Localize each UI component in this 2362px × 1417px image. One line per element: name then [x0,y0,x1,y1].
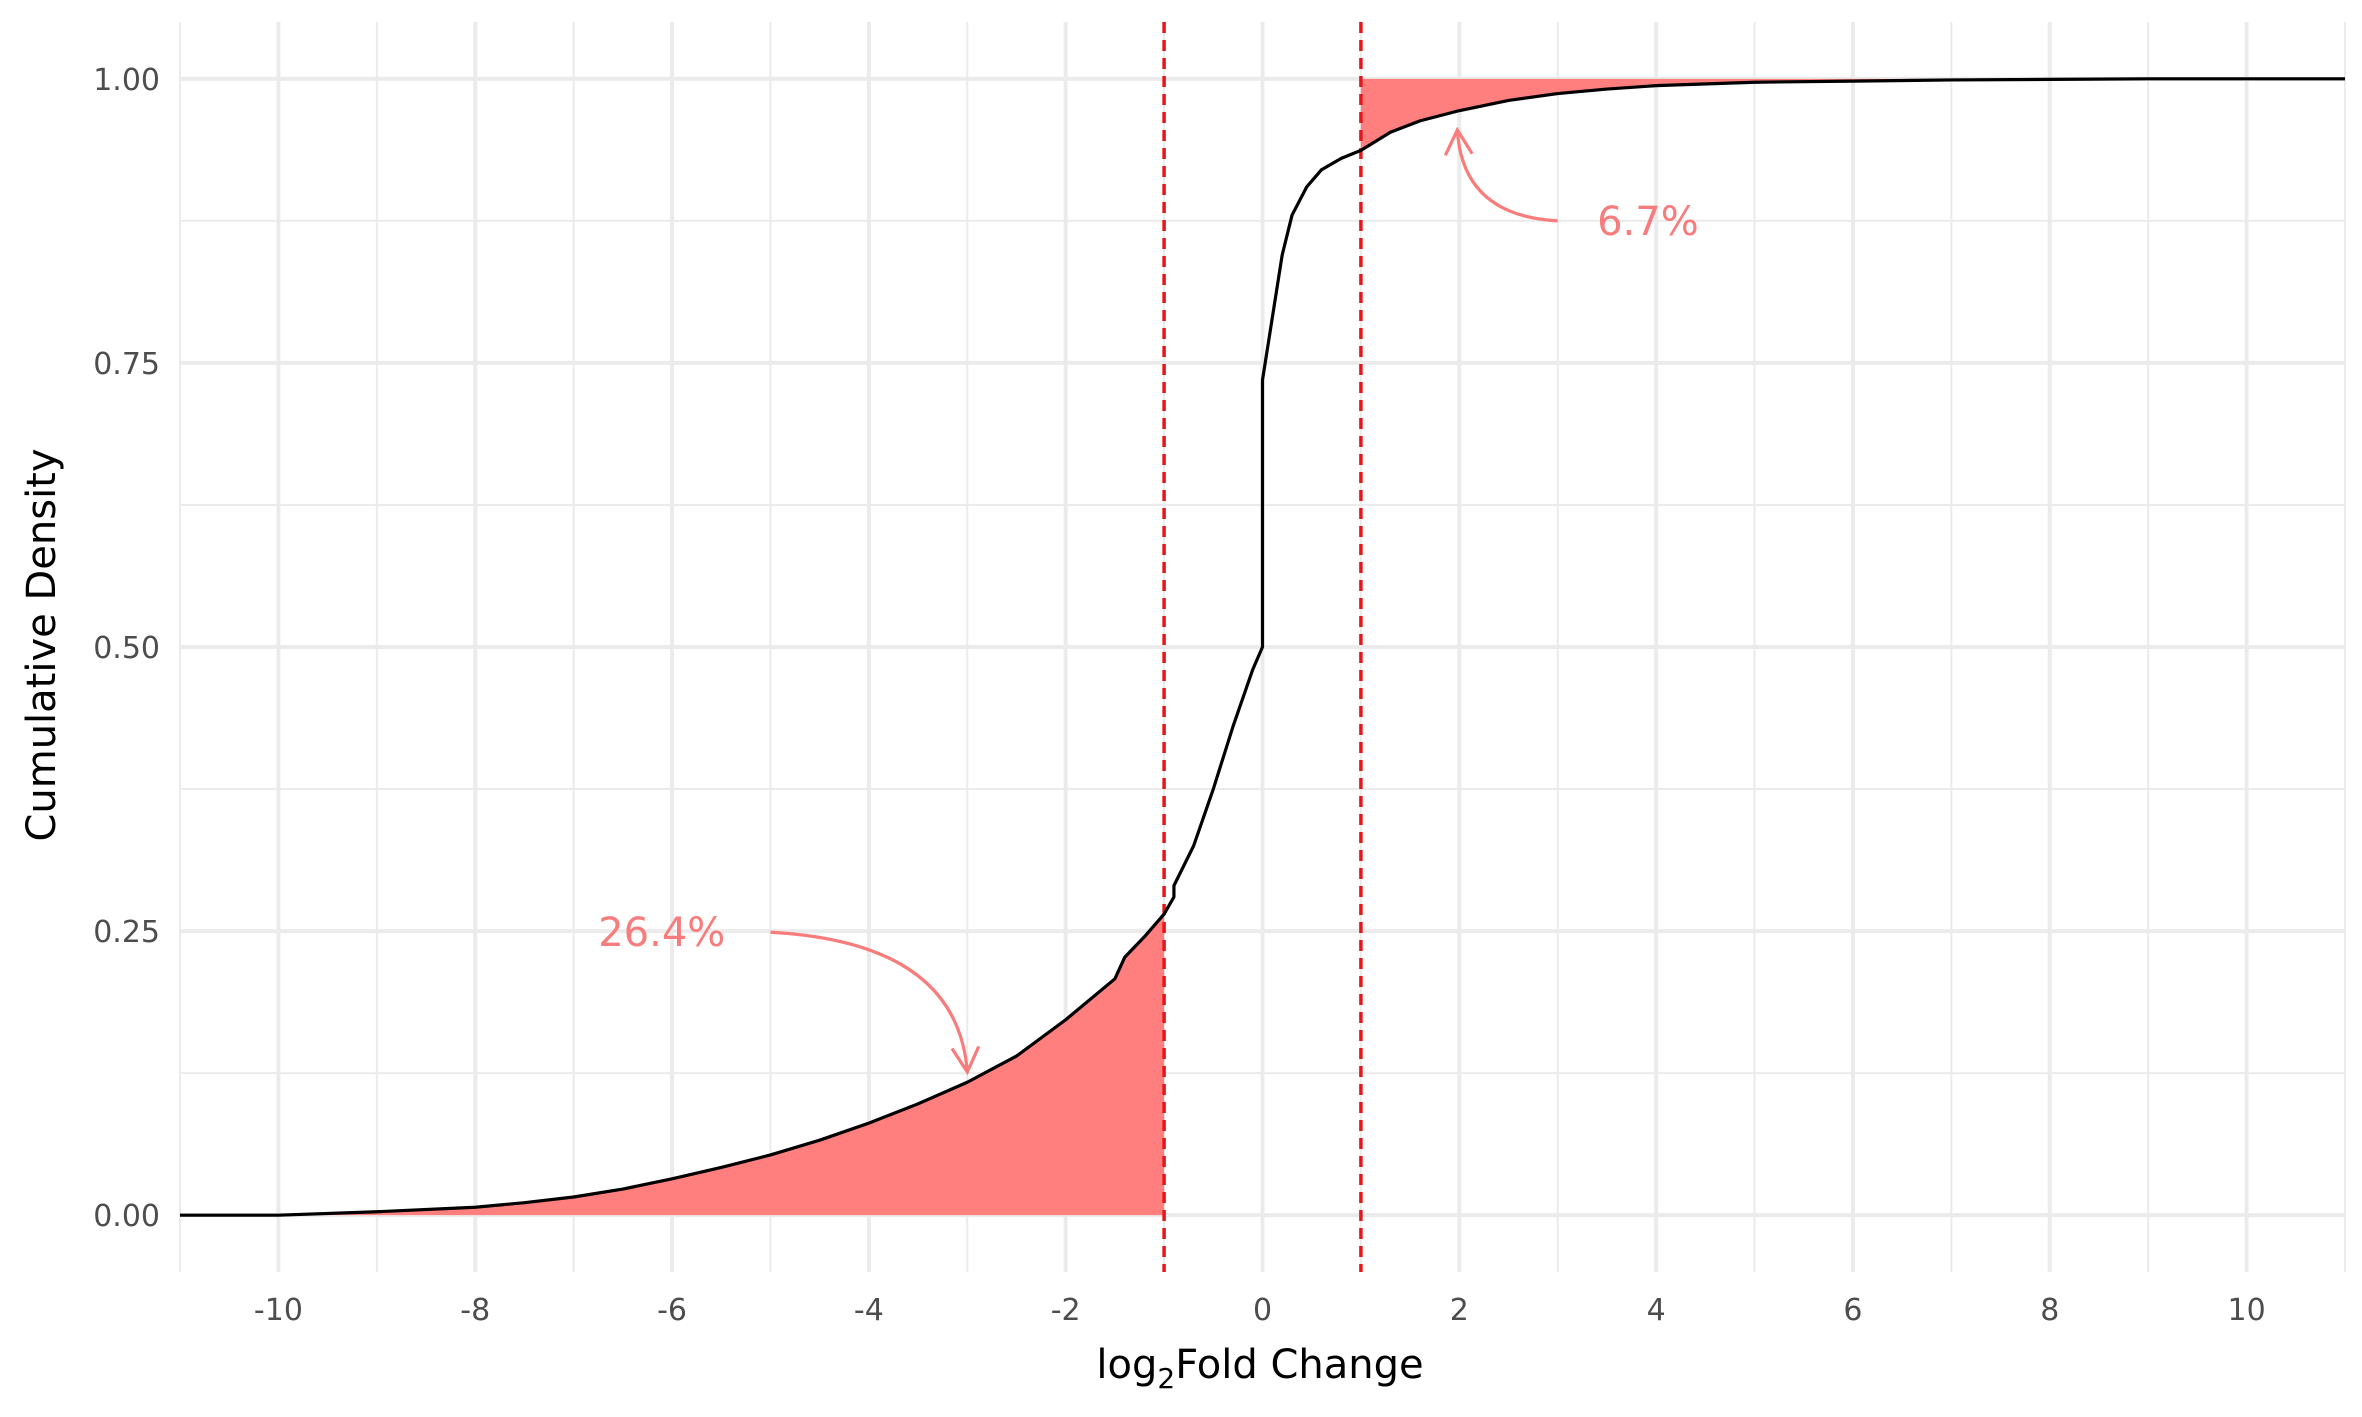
annotation-arrow [1455,129,1558,223]
x-tick-label: -8 [460,1293,490,1328]
upper-tail-fill [1360,78,2345,151]
y-axis-title: Cumulative Density [19,448,65,841]
annotation-arrowhead [1443,126,1474,156]
y-tick-label: 0.25 [93,915,160,950]
x-tick-label: 0 [1253,1293,1272,1328]
x-tick-label: 4 [1647,1293,1666,1328]
x-tick-label: 8 [2040,1293,2059,1328]
y-tick-label: 0.00 [93,1199,160,1234]
x-axis-title-subscript: 2 [1157,1362,1175,1395]
threshold-lines [1162,22,1363,1272]
annotation-label: 26.4% [598,910,725,956]
x-axis-title: log2Fold Change [1096,1342,1423,1395]
x-axis-tick-labels: -10 -8 -6 -4 -2 0 2 4 6 8 10 [254,1293,2266,1328]
annotation-arrowhead [950,1045,981,1076]
x-tick-label: -10 [254,1293,303,1328]
lower-tail-fill [180,914,1165,1216]
y-axis-tick-labels: 0.00 0.25 0.50 0.75 1.00 [93,63,160,1234]
x-axis-title-main: log [1096,1342,1157,1388]
x-tick-label: -2 [1051,1293,1081,1328]
x-tick-label: 10 [2227,1293,2265,1328]
x-tick-label: -4 [854,1293,884,1328]
annotation-label: 6.7% [1597,199,1699,245]
x-tick-label: -6 [657,1293,687,1328]
y-tick-label: 0.75 [93,347,160,382]
y-tick-label: 1.00 [93,63,160,98]
annotation-arrow [770,930,969,1073]
y-tick-label: 0.50 [93,631,160,666]
major-gridlines [180,22,2345,1272]
annotations: 26.4% 6.7% [598,126,1699,1076]
x-tick-label: 2 [1450,1293,1469,1328]
x-axis-title-rest: Fold Change [1175,1342,1423,1388]
shaded-tail-areas [180,78,2345,1216]
x-tick-label: 6 [1843,1293,1862,1328]
cdf-line [180,77,2345,1217]
cdf-series [180,77,2345,1217]
